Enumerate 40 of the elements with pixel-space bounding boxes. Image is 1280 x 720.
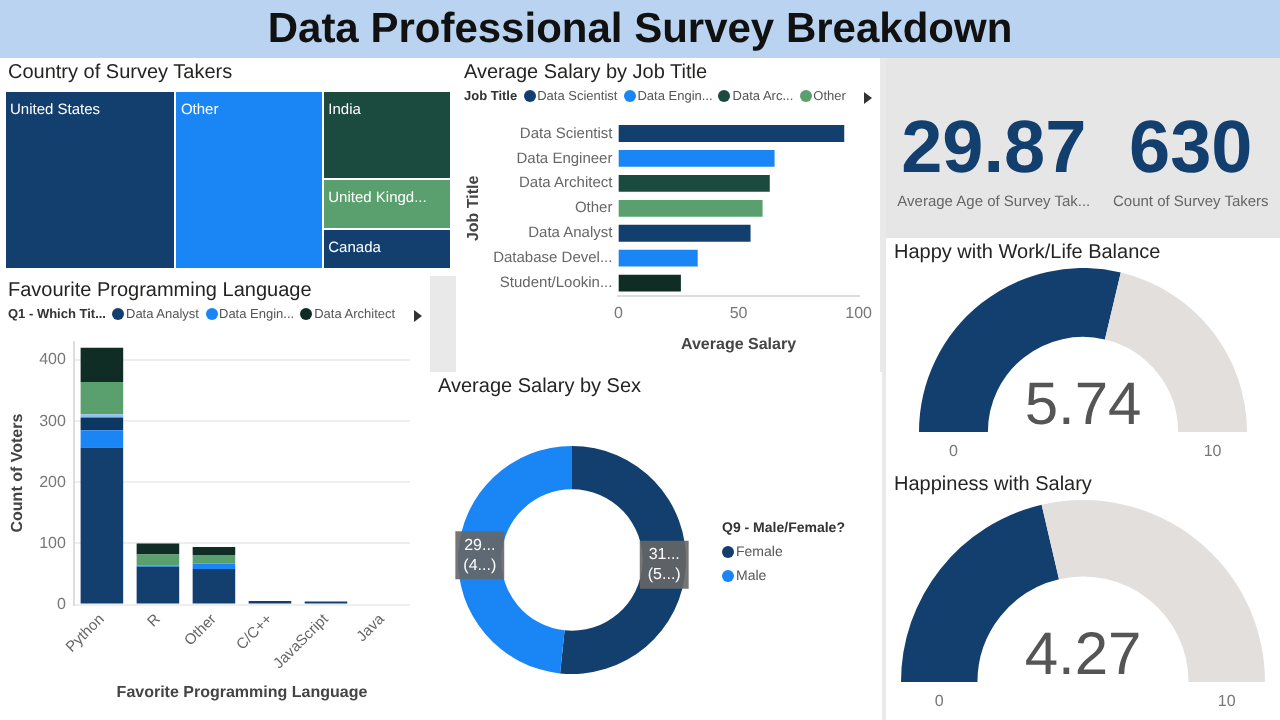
y-tick-label: 400: [39, 350, 67, 369]
chart-title: Happiness with Salary: [892, 472, 1094, 500]
bar: [192, 563, 236, 570]
text: 0: [934, 692, 945, 711]
text: 10: [1217, 692, 1237, 711]
chart-title: Average Salary by Job Title: [462, 60, 710, 88]
data-label: 29.87: [899, 106, 1089, 188]
text: 5.74: [1024, 372, 1142, 438]
y-axis-title: Count of Voters: [8, 412, 27, 533]
bar: [136, 566, 180, 604]
bar: [136, 543, 180, 555]
text: Data Professional Survey Breakdown: [0, 0, 1280, 54]
y-axis-title: Job Title: [464, 174, 483, 242]
bar: [80, 347, 124, 382]
chart-title: Favourite Programming Language: [6, 278, 314, 306]
chart-title: Happy with Work/Life Balance: [892, 240, 1163, 268]
text: 4.27: [1024, 622, 1142, 688]
y-tick-label: 0: [56, 594, 67, 613]
x-axis-title: Favorite Programming Language: [116, 682, 369, 701]
bar: [80, 417, 124, 431]
bar: [136, 554, 180, 566]
bar: [192, 547, 236, 556]
x-tick-label: 100: [845, 303, 874, 322]
bar: [80, 430, 124, 448]
text: 10: [1203, 442, 1223, 461]
data-label: 31... (5...): [647, 545, 682, 584]
text: 0: [948, 442, 959, 461]
y-tick-label: 300: [39, 411, 67, 430]
text: Country of Survey Takers: [6, 60, 235, 88]
data-label: 29... (4...): [463, 535, 497, 574]
bar: [192, 569, 236, 604]
bar: [80, 381, 124, 415]
data-label: 630: [1127, 106, 1255, 188]
bar: [192, 555, 236, 564]
bar: [80, 447, 124, 604]
chart-title: Average Salary by Sex: [436, 374, 644, 402]
x-axis-title: Average Salary: [681, 334, 798, 353]
x-tick-label: 50: [729, 303, 749, 322]
y-tick-label: 200: [39, 472, 67, 491]
y-tick-label: 100: [39, 533, 67, 552]
